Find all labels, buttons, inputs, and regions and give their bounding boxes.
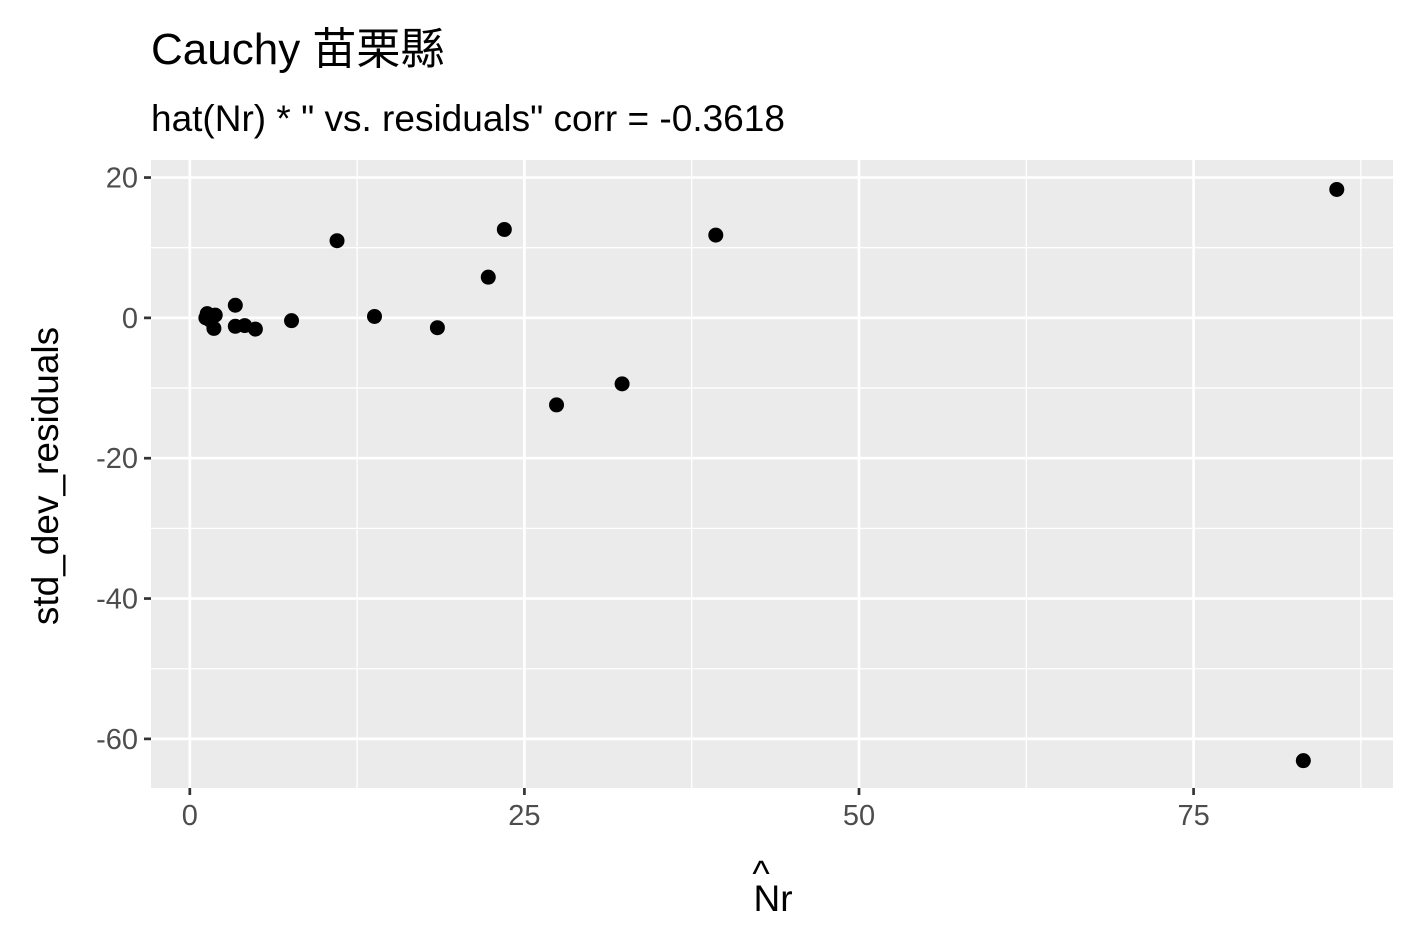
data-point	[227, 297, 243, 313]
data-point	[367, 308, 383, 324]
x-tick-label: 50	[843, 800, 875, 832]
data-point	[247, 321, 263, 337]
y-tick-label: -20	[96, 443, 138, 475]
plot-panel	[151, 160, 1393, 788]
x-axis-title-hat: ^	[752, 853, 770, 894]
data-point	[480, 269, 496, 285]
chart-subtitle: hat(Nr) * " vs. residuals" corr = -0.361…	[151, 98, 785, 139]
data-point	[429, 320, 445, 336]
major-gridlines	[151, 160, 1393, 788]
data-points	[198, 181, 1345, 769]
data-point	[614, 376, 630, 392]
data-point	[206, 320, 222, 336]
x-tick-label: 0	[182, 800, 198, 832]
y-tick-label: 20	[106, 163, 138, 195]
x-axis: 0 25 50 75	[182, 788, 1210, 832]
y-tick-label: -40	[96, 584, 138, 616]
y-tick-label: 0	[122, 303, 138, 335]
data-point	[284, 313, 300, 329]
y-axis: -60 -40 -20 0 20	[96, 163, 151, 756]
data-point	[1295, 753, 1311, 769]
y-axis-title: std_dev_residuals	[25, 327, 66, 625]
data-point	[496, 221, 512, 237]
chart-title: Cauchy 苗栗縣	[151, 25, 444, 74]
minor-gridlines	[151, 160, 1393, 788]
data-point	[329, 233, 345, 249]
data-point	[1329, 181, 1345, 197]
x-tick-label: 75	[1177, 800, 1209, 832]
y-tick-label: -60	[96, 724, 138, 756]
x-axis-title: Nr	[753, 878, 792, 919]
data-point	[549, 397, 565, 413]
data-point	[708, 227, 724, 243]
data-point	[207, 307, 223, 323]
x-tick-label: 25	[508, 800, 540, 832]
